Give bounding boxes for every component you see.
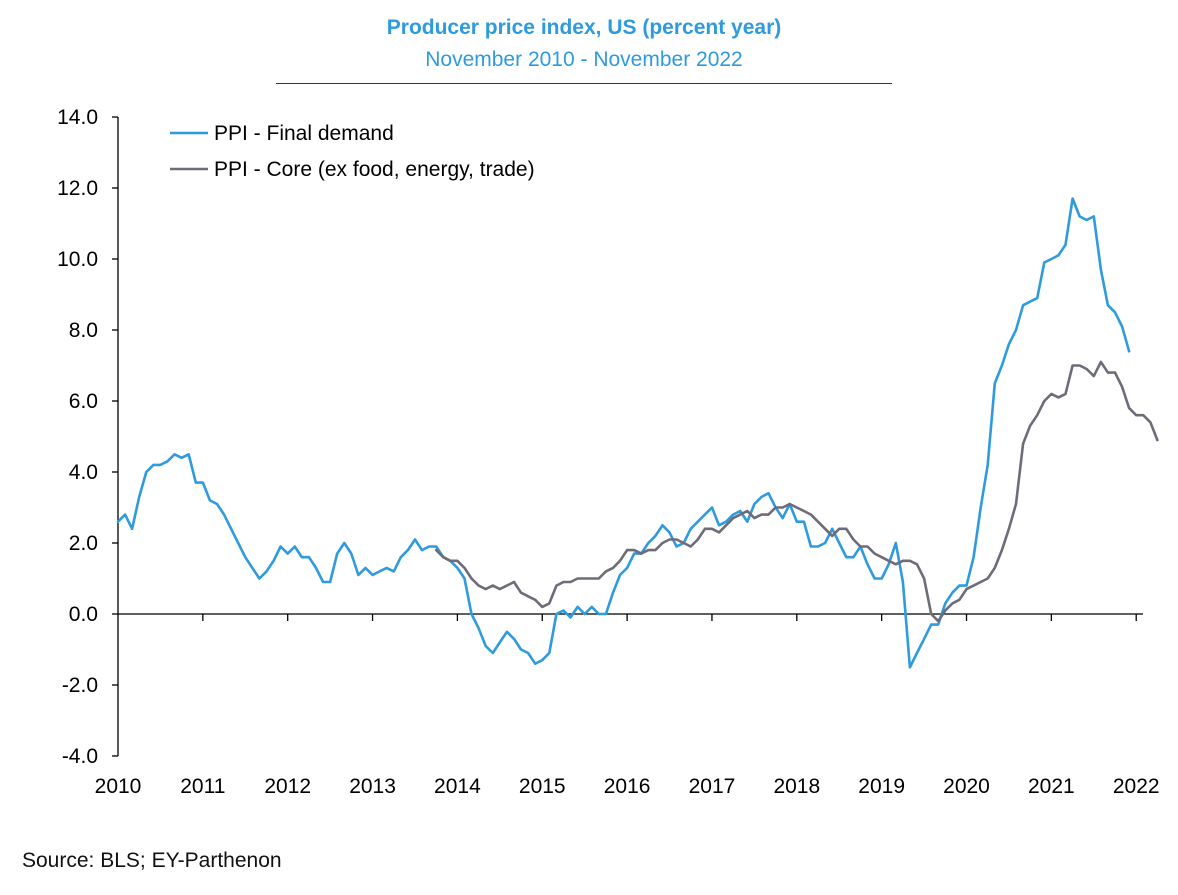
y-axis: -4.0 -2.0 0.0 2.0 4.0 6.0 8.0 10.0 12.0 14.0: [57, 106, 119, 768]
x-axis: 2010 2011 2012 2013 2014 2015 2016 2017 2018 2019…: [95, 613, 1160, 798]
y-tick-label: 6.0: [69, 390, 98, 413]
x-tick-label: 2020: [943, 775, 990, 798]
x-tick-label: 2011: [180, 775, 225, 798]
series-line-final-demand: [116, 197, 1131, 669]
x-tick-label: 2014: [434, 775, 481, 798]
x-tick-label: 2021: [1028, 775, 1075, 798]
y-tick-label: 12.0: [57, 177, 98, 200]
y-tick-label: 0.0: [69, 603, 98, 626]
y-tick-label: 2.0: [69, 532, 98, 555]
series-layer: [116, 197, 1159, 669]
y-tick-label: 8.0: [69, 319, 98, 342]
x-tick-label: 2015: [519, 775, 566, 798]
legend-label: PPI - Core (ex food, energy, trade): [214, 158, 535, 181]
x-tick-label: 2013: [349, 775, 396, 798]
y-tick-label: -2.0: [62, 674, 98, 697]
x-tick-label: 2022: [1113, 775, 1160, 798]
x-tick-label: 2010: [95, 775, 142, 798]
legend-label: PPI - Final demand: [214, 122, 394, 145]
x-tick-label: 2019: [858, 775, 905, 798]
title-divider: [276, 83, 892, 84]
y-tick-label: -4.0: [62, 745, 98, 768]
chart-title: Producer price index, US (percent year): [386, 16, 782, 39]
x-tick-label: 2017: [689, 775, 736, 798]
x-tick-label: 2012: [264, 775, 311, 798]
x-tick-label: 2016: [604, 775, 651, 798]
source-note: Source: BLS; EY-Parthenon: [22, 849, 282, 872]
y-tick-label: 14.0: [57, 106, 98, 129]
x-tick-label: 2018: [773, 775, 820, 798]
legend: PPI - Final demand PPI - Core (ex food, e…: [170, 122, 535, 181]
y-tick-label: 4.0: [69, 461, 98, 484]
y-tick-label: 10.0: [57, 248, 98, 271]
line-chart: -4.0 -2.0 0.0 2.0 4.0 6.0 8.0 10.0 12.0 14.0 2010…: [57, 106, 1160, 798]
series-line-core: [434, 360, 1159, 623]
chart-subtitle: November 2010 - November 2022: [425, 48, 743, 71]
